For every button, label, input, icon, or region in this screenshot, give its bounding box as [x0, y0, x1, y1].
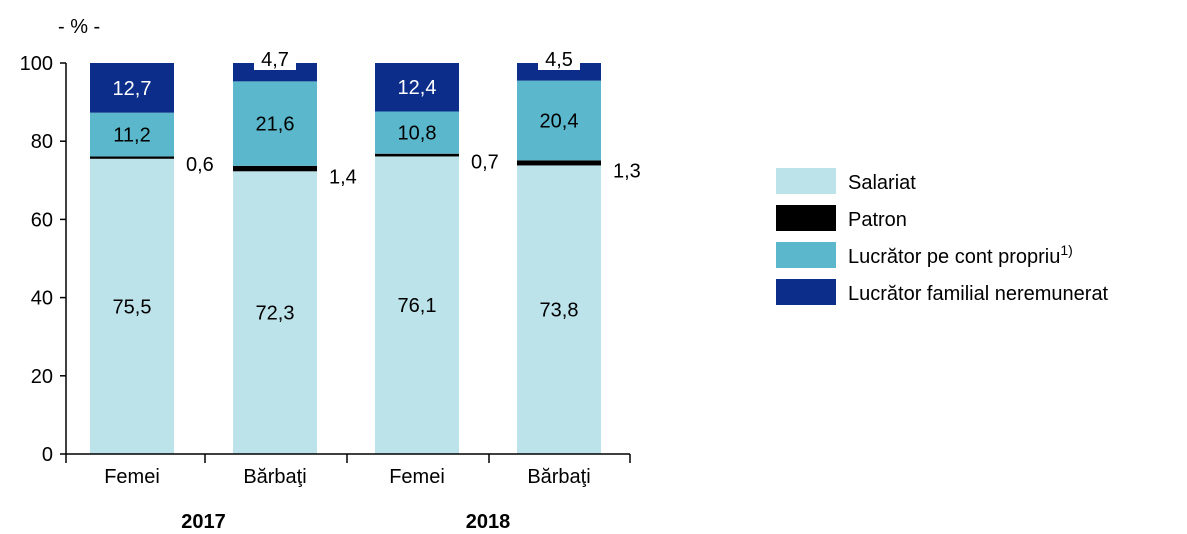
x-category-label: Bărbaţi: [243, 466, 306, 488]
data-label: 21,6: [256, 114, 295, 136]
bar-segment: [90, 156, 174, 159]
bar-segment: [233, 165, 317, 172]
legend-swatch: [776, 168, 836, 194]
bar-segment: [517, 80, 601, 161]
bar-segment: [90, 158, 174, 455]
legend-label: Patron: [848, 209, 907, 231]
data-label: 72,3: [256, 303, 295, 325]
x-category-label: Femei: [389, 466, 445, 488]
bar-segment: [233, 171, 317, 454]
data-label: 76,1: [398, 295, 437, 317]
y-tick-label: 100: [20, 53, 53, 75]
bar-segment: [90, 112, 174, 157]
legend-swatch: [776, 279, 836, 305]
bar-segment: [375, 153, 459, 157]
data-label: 12,7: [113, 78, 152, 100]
data-label: 75,5: [113, 296, 152, 318]
bar-segment: [517, 160, 601, 166]
data-label: 4,5: [545, 49, 573, 71]
data-label: 73,8: [540, 300, 579, 322]
unit-label: - % -: [58, 16, 100, 38]
y-tick-label: 40: [31, 288, 53, 310]
bars: 75,5 0,6 11,2 12,7 72,3 1,4 21,6 4,7 76,1 0,7 10,8…: [90, 46, 641, 455]
legend-superscript: 1): [1060, 242, 1072, 258]
y-tick-label: 80: [31, 131, 53, 153]
x-category-label: Femei: [104, 466, 160, 488]
data-label: 20,4: [540, 110, 579, 132]
data-label: 0,6: [186, 154, 214, 176]
legend-label: Lucrător pe cont propriu1): [848, 242, 1073, 268]
data-label: 0,7: [471, 151, 499, 173]
data-label: 4,7: [261, 49, 289, 71]
bar-segment: [233, 81, 317, 166]
data-label: 1,4: [329, 166, 357, 188]
data-label: 1,3: [613, 160, 641, 182]
x-group-label: 2018: [466, 511, 511, 533]
bar-segment: [517, 165, 601, 454]
legend-swatch: [776, 242, 836, 268]
y-tick-label: 20: [31, 366, 53, 388]
bar-segment: [375, 63, 459, 112]
legend-swatch: [776, 205, 836, 231]
x-category-label: Bărbaţi: [527, 466, 590, 488]
data-label: 11,2: [113, 125, 150, 147]
x-group-label: 2017: [181, 511, 226, 533]
bar-segment: [375, 156, 459, 454]
y-axis: 0 20 40 60 80 100: [20, 53, 67, 466]
data-label-background: [254, 46, 296, 70]
legend-label: Lucrător familial neremunerat: [848, 283, 1109, 305]
data-label: 10,8: [398, 123, 437, 145]
data-label-background: [538, 46, 580, 70]
bar-segment: [375, 111, 459, 154]
legend-label: Salariat: [848, 172, 916, 194]
x-axis: Femei Bărbaţi Femei Bărbaţi 2017 2018: [65, 453, 631, 533]
y-tick-label: 0: [42, 444, 53, 466]
y-tick-label: 60: [31, 209, 53, 231]
data-label: 12,4: [398, 77, 437, 99]
legend: Salariat Patron Lucrător pe cont propriu1)…: [776, 168, 1109, 305]
bar-segment: [90, 63, 174, 113]
